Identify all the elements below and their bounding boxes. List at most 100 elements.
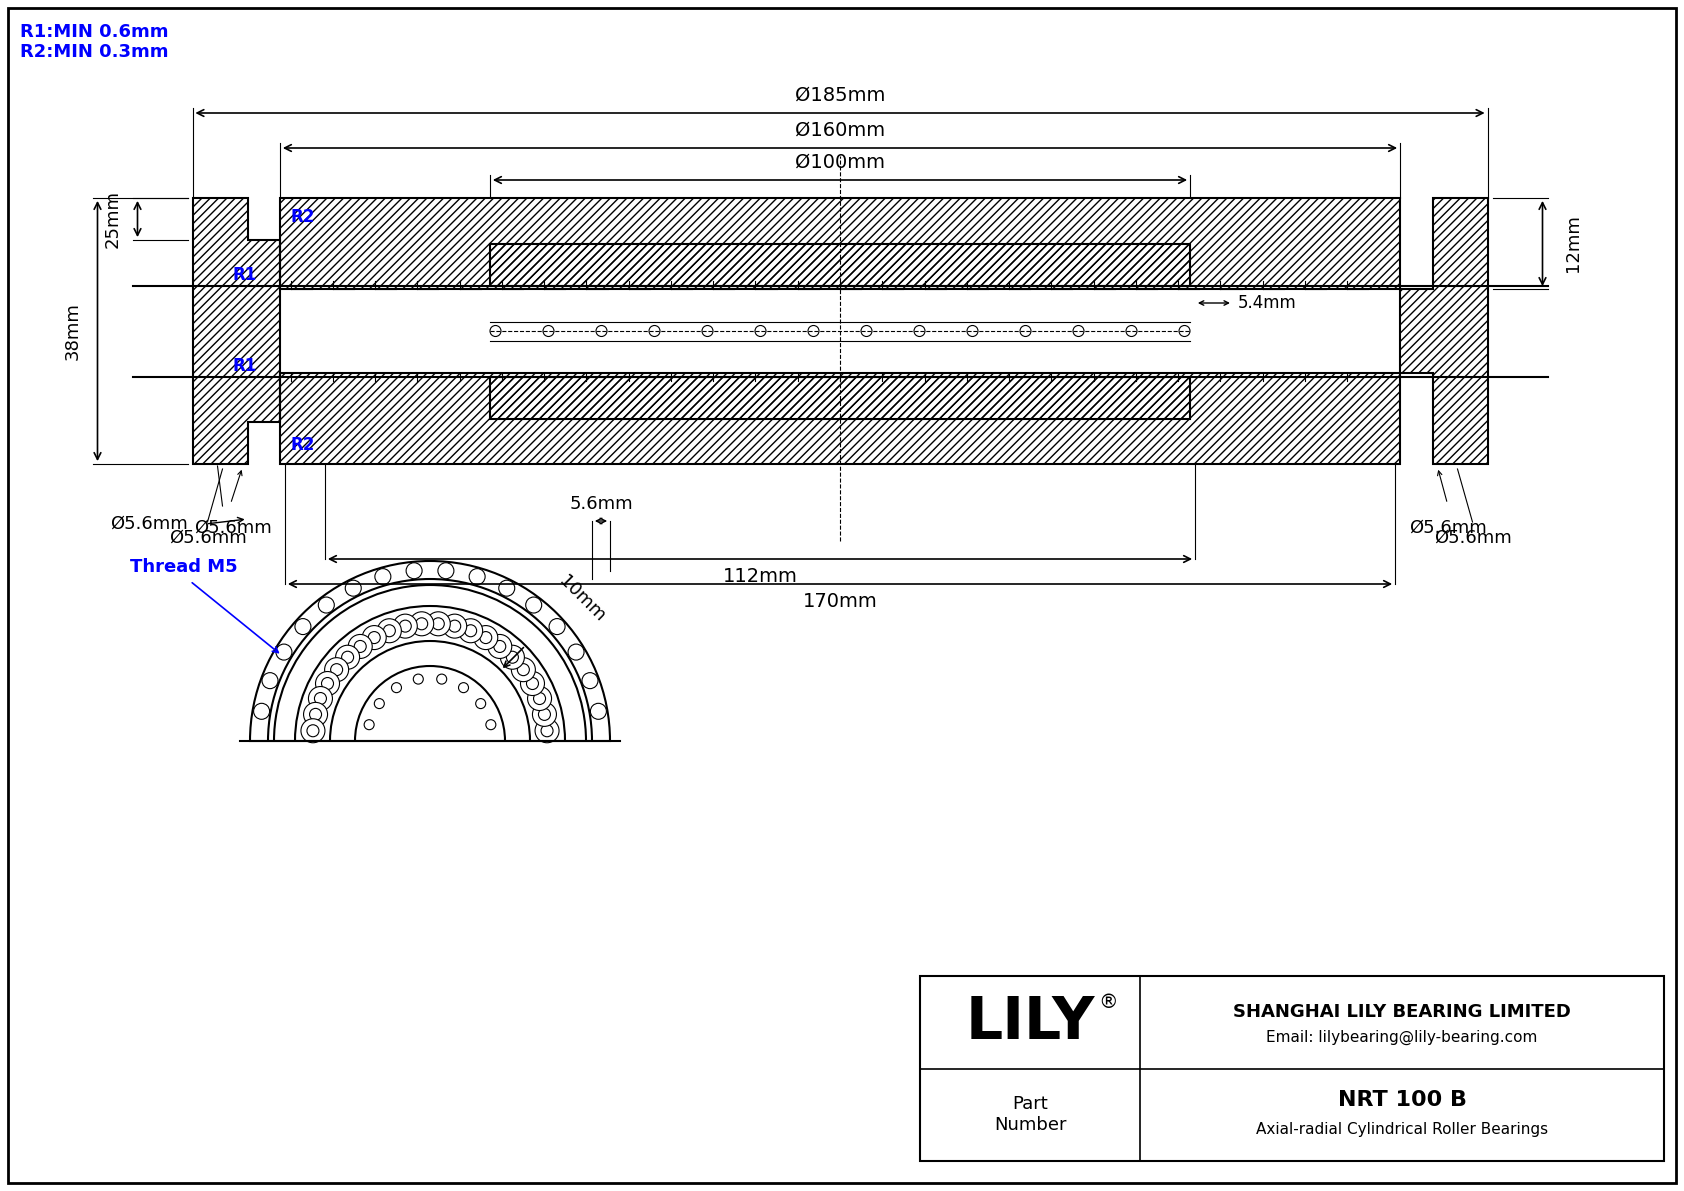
Text: 25mm: 25mm <box>103 191 121 248</box>
Circle shape <box>702 325 712 337</box>
Circle shape <box>394 615 418 638</box>
Circle shape <box>310 709 322 721</box>
Circle shape <box>500 646 524 669</box>
Circle shape <box>315 692 327 705</box>
Circle shape <box>458 682 468 693</box>
Circle shape <box>490 325 502 337</box>
Circle shape <box>406 562 423 579</box>
Circle shape <box>349 635 372 659</box>
Circle shape <box>498 580 515 597</box>
Text: R1: R1 <box>232 357 256 375</box>
Text: R2:MIN 0.3mm: R2:MIN 0.3mm <box>20 43 168 61</box>
Circle shape <box>301 718 325 743</box>
Text: Ø100mm: Ø100mm <box>795 152 886 172</box>
Text: LILY: LILY <box>965 993 1095 1050</box>
Text: Ø5.6mm: Ø5.6mm <box>1433 529 1511 547</box>
Circle shape <box>583 673 598 688</box>
Text: Ø160mm: Ø160mm <box>795 121 886 141</box>
Circle shape <box>596 325 606 337</box>
Circle shape <box>426 612 450 636</box>
Text: R1:MIN 0.6mm: R1:MIN 0.6mm <box>20 23 168 40</box>
Circle shape <box>527 686 552 711</box>
Circle shape <box>369 631 381 643</box>
Circle shape <box>308 686 332 711</box>
Bar <box>280 373 1399 464</box>
Circle shape <box>1021 325 1031 337</box>
Circle shape <box>473 625 498 649</box>
Circle shape <box>754 325 766 337</box>
Bar <box>490 376 1191 418</box>
Circle shape <box>493 641 505 653</box>
Circle shape <box>527 678 539 690</box>
Circle shape <box>318 597 335 613</box>
Circle shape <box>591 704 606 719</box>
Circle shape <box>303 703 328 727</box>
Circle shape <box>443 615 466 638</box>
Text: 112mm: 112mm <box>722 567 798 586</box>
Circle shape <box>322 678 333 690</box>
Circle shape <box>413 674 423 684</box>
Bar <box>919 975 1664 1161</box>
Circle shape <box>517 663 529 675</box>
Circle shape <box>263 673 278 688</box>
Circle shape <box>568 644 584 660</box>
Circle shape <box>448 621 461 632</box>
Circle shape <box>364 719 374 730</box>
Circle shape <box>399 621 411 632</box>
Circle shape <box>541 725 552 737</box>
Circle shape <box>536 718 559 743</box>
Circle shape <box>1127 325 1137 337</box>
Text: 5.4mm: 5.4mm <box>1238 294 1297 312</box>
Circle shape <box>808 325 818 337</box>
Circle shape <box>480 631 492 643</box>
Circle shape <box>436 674 446 684</box>
Text: 38mm: 38mm <box>64 303 81 360</box>
Circle shape <box>549 618 566 635</box>
Circle shape <box>512 657 536 681</box>
Text: Part
Number: Part Number <box>994 1096 1066 1134</box>
Circle shape <box>377 619 401 643</box>
Circle shape <box>374 699 384 709</box>
Circle shape <box>465 625 477 637</box>
Circle shape <box>648 325 660 337</box>
Circle shape <box>295 618 312 635</box>
Text: 5.6mm: 5.6mm <box>569 495 633 513</box>
Text: R1: R1 <box>232 266 256 283</box>
Circle shape <box>470 568 485 585</box>
Circle shape <box>525 597 542 613</box>
Circle shape <box>539 709 551 721</box>
Circle shape <box>330 663 342 675</box>
Circle shape <box>376 568 391 585</box>
Circle shape <box>354 641 365 653</box>
Circle shape <box>520 672 544 696</box>
Circle shape <box>1179 325 1191 337</box>
Circle shape <box>325 657 349 681</box>
Circle shape <box>345 580 362 597</box>
Circle shape <box>391 682 401 693</box>
Circle shape <box>276 644 291 660</box>
Circle shape <box>488 635 512 659</box>
Text: Ø5.6mm: Ø5.6mm <box>168 529 246 547</box>
Circle shape <box>507 651 519 663</box>
Text: 170mm: 170mm <box>803 592 877 611</box>
Bar <box>280 198 1399 289</box>
Circle shape <box>335 646 360 669</box>
Circle shape <box>342 651 354 663</box>
Text: NRT 100 B: NRT 100 B <box>1337 1090 1467 1110</box>
Circle shape <box>534 692 546 705</box>
Bar <box>490 243 1191 286</box>
Text: Ø5.6mm: Ø5.6mm <box>194 519 271 537</box>
Text: R2: R2 <box>290 208 315 226</box>
Text: ®: ® <box>1098 993 1118 1011</box>
Text: Ø5.6mm: Ø5.6mm <box>1408 519 1487 537</box>
Circle shape <box>532 703 556 727</box>
Circle shape <box>487 719 495 730</box>
Circle shape <box>315 672 340 696</box>
Text: Ø5.6mm: Ø5.6mm <box>109 515 187 534</box>
Circle shape <box>1073 325 1084 337</box>
Circle shape <box>306 725 318 737</box>
Circle shape <box>861 325 872 337</box>
Text: 10mm: 10mm <box>556 572 610 625</box>
Circle shape <box>384 625 396 637</box>
Circle shape <box>458 619 483 643</box>
